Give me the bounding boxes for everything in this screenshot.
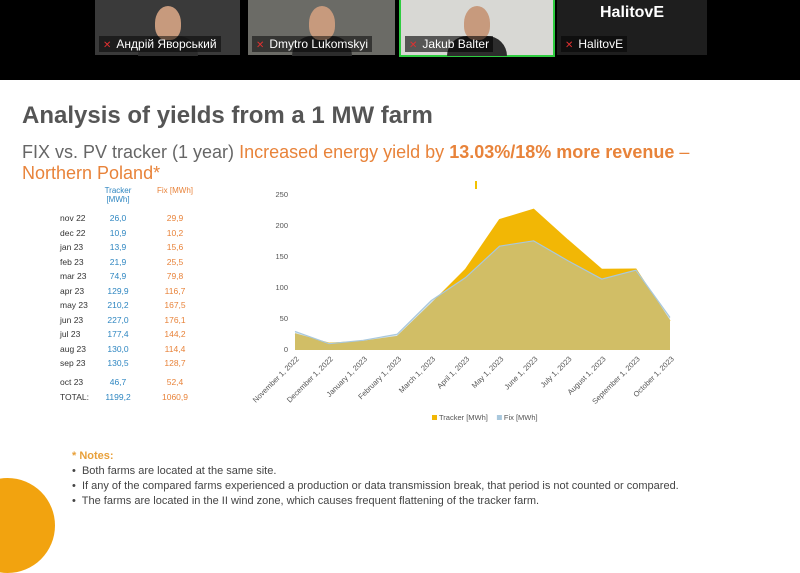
cell: 167,5	[164, 300, 186, 310]
cell: 74,9	[109, 271, 127, 281]
subtitle-text: – Northern Poland*	[22, 142, 690, 183]
subtitle-text: FIX vs. PV tracker (1 year)	[22, 142, 235, 162]
legend-label: Tracker [MWh]	[439, 413, 488, 422]
row-label: oct 23	[60, 377, 84, 387]
legend-swatch	[496, 415, 502, 420]
row-label: may 23	[60, 300, 88, 310]
cell: 25,5	[166, 256, 184, 267]
row-label: jan 23	[60, 242, 84, 252]
row-label: jun 23	[60, 314, 84, 325]
row-label: feb 23	[60, 256, 84, 267]
note-text: If any of the compared farms experienced…	[81, 480, 679, 492]
video-tile[interactable]: HalitovE HalitovE	[557, 0, 707, 55]
x-tick-label: May 1, 2023	[470, 354, 506, 390]
column-header: Fix [MWh]	[157, 186, 193, 195]
y-tick-label: 250	[275, 190, 288, 199]
legend-swatch	[432, 415, 437, 420]
column-header: Tracker [MWh]	[104, 186, 132, 204]
subtitle-text: Increased energy yield by	[239, 142, 445, 162]
cell: 210,2	[107, 300, 129, 310]
cell: 13,9	[109, 242, 127, 252]
call-bar: Андрій Яворський Dmytro Lukomskyi Jakub …	[0, 0, 800, 80]
person	[154, 6, 181, 40]
cell: 144,2	[164, 329, 186, 339]
cell: 130,5	[107, 358, 129, 368]
y-tick-label: 100	[275, 283, 288, 292]
cell: 116,7	[164, 285, 186, 296]
cell: 15,6	[166, 242, 184, 252]
video-tile[interactable]: Dmytro Lukomskyi	[248, 0, 395, 56]
note-text: Both farms are located at the same site.	[81, 465, 277, 477]
row-label: dec 22	[60, 227, 86, 238]
note: • Both farms are located at the same sit…	[72, 465, 277, 477]
cell: 176,1	[164, 314, 186, 325]
participant-name: Jakub Balter	[405, 36, 494, 52]
cell: 114,4	[164, 343, 186, 354]
cell: 1060,9	[162, 392, 188, 402]
video-tile[interactable]: Jakub Balter	[399, 0, 555, 57]
x-tick-label: April 1, 2023	[435, 354, 471, 390]
y-tick-label: 150	[275, 252, 288, 261]
area-line	[294, 208, 671, 344]
participant-name: Андрій Яворський	[99, 36, 221, 52]
cell: 128,7	[164, 358, 186, 368]
slide-subtitle: FIX vs. PV tracker (1 year) Increased en…	[22, 142, 722, 184]
y-tick-label: 200	[275, 221, 288, 230]
cell: 29,9	[166, 213, 184, 223]
cell: 130,0	[107, 343, 129, 354]
row-label: jul 23	[60, 329, 81, 339]
y-tick-label: 0	[284, 345, 288, 354]
video-tile[interactable]: Андрій Яворський	[95, 0, 240, 56]
cursor	[475, 181, 477, 189]
row-label: nov 22	[60, 213, 86, 223]
cell: 177,4	[107, 329, 129, 339]
y-tick-label: 50	[280, 314, 288, 323]
cell: 21,9	[109, 256, 127, 267]
cell: 227,0	[107, 314, 129, 325]
x-tick-label: July 1, 2023	[539, 354, 574, 389]
area-line	[294, 240, 671, 345]
cell: 10,2	[166, 227, 184, 238]
row-label: aug 23	[60, 343, 86, 354]
slide-title: Analysis of yields from a 1 MW farm	[22, 102, 433, 129]
area	[295, 240, 670, 350]
row-label: apr 23	[60, 285, 85, 296]
cell: 26,0	[109, 213, 127, 223]
cell: 52,4	[166, 377, 184, 387]
area	[295, 209, 670, 350]
notes: * Notes: • Both farms are located at the…	[72, 449, 679, 509]
cell: 1199,2	[105, 392, 131, 402]
participant-name: Dmytro Lukomskyi	[252, 36, 373, 52]
page: Андрій Яворський Dmytro Lukomskyi Jakub …	[0, 0, 800, 500]
person	[464, 6, 490, 40]
legend-label: Fix [MWh]	[504, 413, 538, 422]
cell: 10,9	[109, 227, 127, 238]
subtitle-text: 13.03%/18% more revenue	[449, 142, 675, 162]
cell: 46,7	[109, 377, 127, 387]
row-label: sep 23	[60, 358, 86, 368]
notes-heading: * Notes:	[72, 450, 114, 462]
row-label: TOTAL:	[60, 392, 89, 402]
avatar-label: HalitovE	[599, 4, 664, 21]
participant-name: HalitovE	[561, 36, 628, 52]
cell: 79,8	[166, 271, 184, 281]
x-tick-label: June 1, 2023	[502, 354, 539, 391]
row-label: mar 23	[60, 271, 87, 281]
person	[308, 6, 335, 40]
cell: 129,9	[107, 285, 129, 296]
x-tick-label: March 1, 2023	[397, 354, 437, 394]
note: • If any of the compared farms experienc…	[72, 480, 679, 492]
